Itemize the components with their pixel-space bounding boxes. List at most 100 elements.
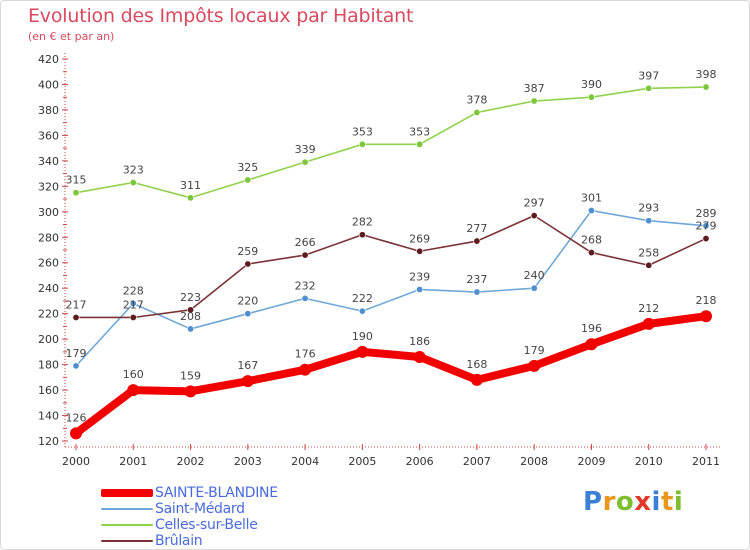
data-label: 168 [466,358,487,371]
data-point [356,345,369,358]
data-point [358,231,366,239]
data-point [187,194,195,202]
x-tick-label: 2006 [406,455,434,468]
data-label: 277 [466,222,487,235]
data-label: 353 [352,125,373,138]
data-point [70,427,82,440]
data-point [416,140,424,148]
series-lines [72,86,710,438]
data-label: 126 [66,411,87,424]
logo-letter: i [673,487,684,517]
data-label: 240 [524,269,545,282]
data-label: 179 [524,344,545,357]
logo-letter: o [615,487,635,517]
data-label: 353 [409,125,430,138]
logo-letter: r [602,487,616,517]
x-tick-label: 2001 [119,455,147,468]
data-point [187,325,195,333]
data-label: 160 [123,368,144,381]
data-point [700,310,712,323]
data-label: 159 [180,369,201,382]
y-tick-label: 280 [38,231,59,244]
x-tick-label: 2000 [62,455,90,468]
series-line [75,209,707,367]
data-point [530,284,538,292]
x-tick-label: 2003 [234,455,262,468]
data-point [241,375,254,388]
y-tick-label: 180 [38,359,59,372]
data-label: 179 [66,347,87,360]
data-point [587,207,595,215]
data-label: 218 [696,294,717,307]
data-point [473,108,481,116]
x-tick-label: 2005 [348,455,376,468]
data-point [299,363,312,376]
data-point [301,158,309,166]
data-label: 259 [237,245,258,258]
data-point [413,350,426,363]
y-tick-label: 300 [38,206,59,219]
data-point [473,237,481,245]
x-tick-label: 2007 [463,455,491,468]
data-point [587,93,595,101]
legend-label: Saint-Médard [155,501,245,517]
y-tick-label: 380 [38,104,59,117]
data-point [72,189,80,197]
data-point [129,299,137,307]
data-label: 186 [409,335,430,348]
data-point [358,140,366,148]
data-point [585,338,598,351]
legend-label: Brûlain [155,533,203,549]
data-label: 293 [638,202,659,215]
data-point [473,288,481,296]
data-label: 269 [409,232,430,245]
data-point [129,179,137,187]
data-point [528,359,541,372]
legend-swatch [101,489,153,497]
data-label: 232 [295,279,316,292]
data-point [184,385,197,398]
data-point [72,313,80,321]
data-label: 378 [466,93,487,106]
data-point [416,247,424,255]
y-tick-label: 360 [38,129,59,142]
data-labels: 315 323 311 325 339 353 353 378 387 390 397 398 179 2… [66,68,717,424]
data-point [587,249,595,257]
x-tick-label: 2004 [291,455,319,468]
legend-label: SAINTE-BLANDINE [155,485,278,501]
data-label: 311 [180,179,201,192]
chart-subtitle: (en € et par an) [28,30,115,43]
y-tick-label: 320 [38,180,59,193]
data-point [645,261,653,269]
y-tick-label: 340 [38,155,59,168]
data-label: 323 [123,164,144,177]
data-label: 397 [638,69,659,82]
data-point [129,313,137,321]
logo-letter: i [651,487,661,517]
x-tick-label: 2008 [520,455,548,468]
data-label: 190 [352,330,373,343]
legend-label: Celles-sur-Belle [155,517,258,533]
data-label: 279 [696,220,717,233]
axes: 120 140 160 180 200 220 240 260 280 300 320 340 360 3… [38,53,721,468]
data-point [244,310,252,318]
series-points [70,83,712,440]
data-label: 315 [66,174,87,187]
data-label: 297 [524,197,545,210]
data-point [645,84,653,92]
data-label: 398 [696,68,717,81]
data-label: 289 [696,207,717,220]
x-tick-label: 2010 [635,455,663,468]
legend-swatch [101,540,153,542]
data-point [645,217,653,225]
data-label: 220 [237,295,258,308]
data-point [530,212,538,220]
data-label: 282 [352,216,373,229]
chart-title: Evolution des Impôts locaux par Habitant [28,5,414,27]
data-label: 325 [237,161,258,174]
y-tick-label: 240 [38,282,59,295]
y-tick-label: 260 [38,257,59,270]
series-line [72,312,710,438]
